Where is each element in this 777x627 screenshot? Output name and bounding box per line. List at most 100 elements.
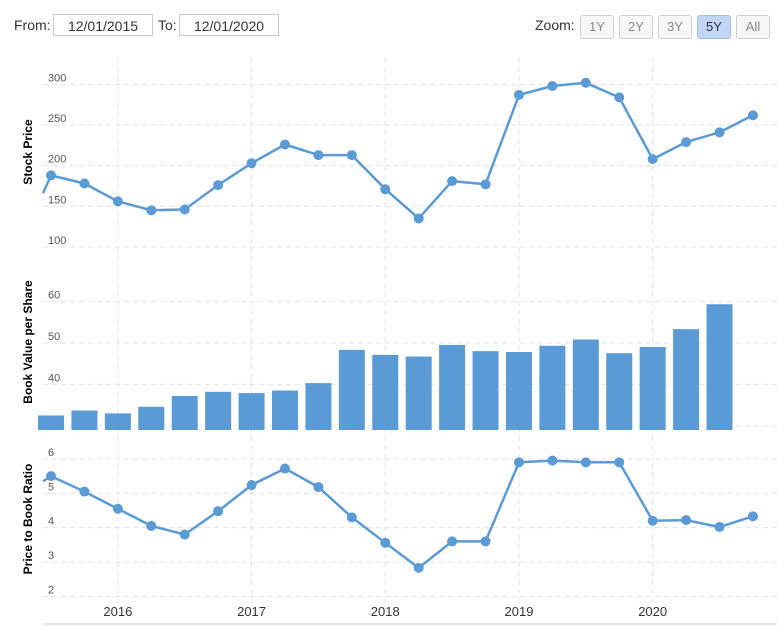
bar [639,347,666,430]
data-point [580,457,591,468]
bar [706,304,733,430]
y-tick-label: 6 [48,447,54,459]
data-point [513,457,524,468]
data-point [714,127,725,138]
x-tick-label: 2020 [638,604,667,619]
y-tick-label: 300 [48,72,66,84]
bar [138,406,165,430]
zoom-1y-button[interactable]: 1Y [580,15,614,39]
data-point [480,179,491,190]
panel-2: 30405060Book Value per Share [21,280,777,430]
data-point [313,150,324,161]
data-point [513,89,524,100]
data-point [447,536,458,547]
y-tick-label: 200 [48,154,66,166]
data-point [46,471,57,482]
bar [439,344,466,430]
data-point [380,537,391,548]
bar [171,395,198,430]
bar [372,354,399,430]
bar [305,383,332,430]
y-tick-label: 2 [48,584,54,596]
bar [205,391,232,430]
data-point [179,529,190,540]
zoom-all-button[interactable]: All [736,15,770,39]
to-date-input[interactable]: 12/01/2020 [179,14,279,36]
data-point [279,463,290,474]
data-point [547,455,558,466]
x-tick-label: 2018 [371,604,400,619]
data-point [246,158,257,169]
y-tick-label: 5 [48,481,54,493]
data-point [380,184,391,195]
data-point [346,512,357,523]
data-point [146,520,157,531]
data-point [714,521,725,532]
data-point [213,180,224,191]
data-point [681,137,692,148]
y-axis-title: Book Value per Share [21,280,35,404]
y-tick-label: 3 [48,550,54,562]
data-point [112,196,123,207]
zoom-3y-button[interactable]: 3Y [658,15,692,39]
data-point [614,92,625,103]
data-point [413,213,424,224]
y-tick-label: 100 [48,235,66,247]
y-tick-label: 150 [48,194,66,206]
bar [271,390,298,430]
y-tick-label: 250 [48,113,66,125]
bar [606,353,633,430]
date-range-toolbar: From: 12/01/2015 To: 12/01/2020 Zoom: 1Y… [0,0,777,50]
data-point [112,503,123,514]
bar [338,349,365,430]
bar [38,415,65,430]
data-point [681,515,692,526]
bar [472,351,499,430]
bar [238,393,265,430]
data-point [580,77,591,88]
bar [572,339,599,430]
from-date-input[interactable]: 12/01/2015 [53,14,153,36]
bar [405,356,432,430]
bar [539,345,566,430]
bar [104,413,131,430]
y-axis-title: Price to Book Ratio [21,464,35,575]
data-point [747,110,758,121]
zoom-5y-button[interactable]: 5Y [697,15,731,39]
y-tick-label: 60 [48,289,60,301]
panel-3: 2 3 4 5 6 Price to Book Ratio [21,447,777,597]
from-label: From: [14,17,51,33]
data-point [647,515,658,526]
x-tick-label: 2017 [237,604,266,619]
y-axis-title: Stock Price [21,119,35,185]
data-point [79,178,90,189]
data-point [346,150,357,161]
zoom-label: Zoom: [535,17,575,33]
data-point [213,506,224,517]
series-line [42,459,754,570]
data-point [547,81,558,91]
bar [71,410,98,430]
data-point [413,562,424,573]
data-point [46,170,57,181]
zoom-2y-button[interactable]: 2Y [619,15,653,39]
bar [505,351,532,430]
x-tick-label: 2019 [505,604,534,619]
data-point [480,536,491,547]
data-point [79,486,90,497]
bar [673,329,700,430]
data-point [747,511,758,522]
y-tick-label: 4 [48,516,54,528]
series-line [41,81,754,220]
data-point [146,205,157,216]
data-point [279,139,290,150]
to-label: To: [158,17,177,33]
panel-1: 100 150 200 250 300 Stock Price [21,72,777,248]
x-tick-label: 2016 [103,604,132,619]
data-point [246,480,257,491]
data-point [614,457,625,468]
data-point [179,204,190,215]
y-tick-label: 50 [48,331,60,343]
y-tick-label: 40 [48,372,60,384]
